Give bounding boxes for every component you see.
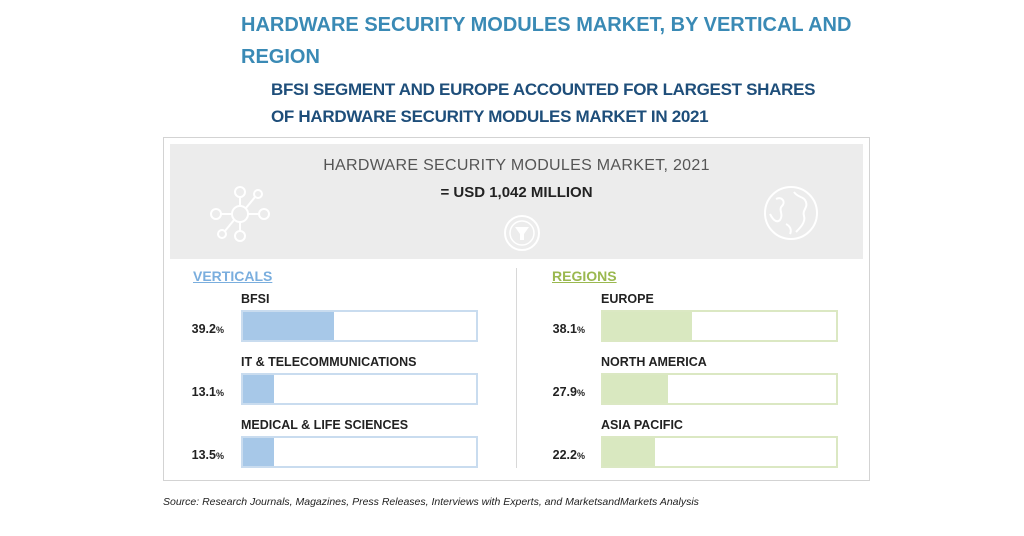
region-bar-label: EUROPE xyxy=(601,292,654,306)
vertical-bar-track xyxy=(241,436,478,468)
regions-heading: REGIONS xyxy=(552,268,617,284)
vertical-bar-value: 13.1% xyxy=(191,385,224,399)
market-value: = USD 1,042 MILLION xyxy=(440,184,593,201)
verticals-heading: VERTICALS xyxy=(193,268,273,284)
page-subtitle: BFSI SEGMENT AND EUROPE ACCOUNTED FOR LA… xyxy=(271,80,816,126)
source-note: Source: Research Journals, Magazines, Pr… xyxy=(163,496,699,508)
market-name: HARDWARE SECURITY MODULES MARKET, 2021 xyxy=(323,157,710,174)
vertical-bar xyxy=(243,375,274,403)
market-size-banner: HARDWARE SECURITY MODULES MARKET, 2021 =… xyxy=(170,144,863,259)
region-bar-track xyxy=(601,373,838,405)
region-bar-value: 22.2% xyxy=(552,448,585,462)
vertical-bar-value: 13.5% xyxy=(191,448,224,462)
funnel-icon xyxy=(504,215,540,251)
region-bar-track xyxy=(601,310,838,342)
region-bar xyxy=(603,312,692,340)
network-icon xyxy=(210,186,270,242)
region-bar-track xyxy=(601,436,838,468)
vertical-bar-label: IT & TELECOMMUNICATIONS xyxy=(241,355,417,369)
region-bar-label: ASIA PACIFIC xyxy=(601,418,683,432)
globe-icon xyxy=(764,186,818,240)
vertical-bar-track xyxy=(241,373,478,405)
infographic-card: HARDWARE SECURITY MODULES MARKET, 2021 =… xyxy=(163,137,870,481)
vertical-bar xyxy=(243,312,334,340)
vertical-bar xyxy=(243,438,274,466)
page-title: HARDWARE SECURITY MODULES MARKET, BY VER… xyxy=(241,14,852,68)
region-bar xyxy=(603,438,655,466)
vertical-bar-track xyxy=(241,310,478,342)
region-bar-value: 27.9% xyxy=(552,385,585,399)
section-divider xyxy=(516,268,517,468)
region-bar xyxy=(603,375,668,403)
vertical-bar-label: BFSI xyxy=(241,292,270,306)
vertical-bar-label: MEDICAL & LIFE SCIENCES xyxy=(241,418,409,432)
vertical-bar-value: 39.2% xyxy=(191,322,224,336)
region-bar-label: NORTH AMERICA xyxy=(601,355,707,369)
region-bar-value: 38.1% xyxy=(552,322,585,336)
